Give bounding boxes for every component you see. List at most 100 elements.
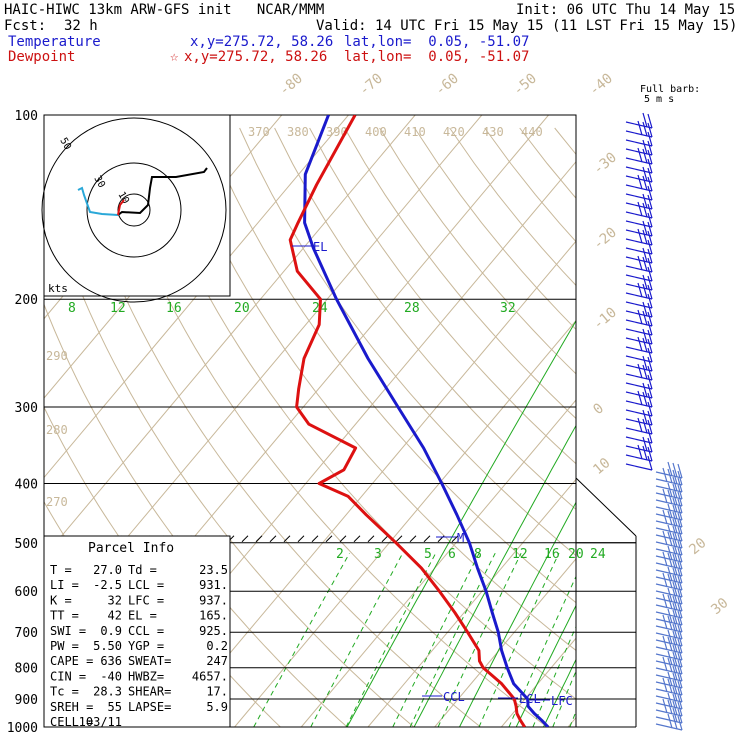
wind-barb-flag [667, 531, 673, 547]
isotherm-label: 0 [590, 400, 607, 418]
level-tick [297, 535, 305, 543]
dewpoint-xy: x,y=275.72, 58.26 [184, 49, 328, 65]
wind-barb-flag [647, 374, 653, 390]
parcel-info-cell: CCL = [128, 624, 164, 638]
wind-barb-flag [677, 659, 683, 675]
wind-barb-flag [642, 301, 648, 317]
wind-barb-flag [677, 519, 683, 535]
wind-barb-flag [642, 202, 648, 218]
mixing-ratio-line [345, 552, 437, 727]
wind-barb-flag [637, 255, 643, 271]
wind-barb-flag [642, 148, 648, 164]
wind-barb [625, 193, 653, 201]
annotation-el: EL [313, 240, 327, 254]
wind-barb-flag [647, 131, 653, 147]
wind-barb-flag [642, 229, 648, 245]
theta-label: 430 [482, 125, 504, 139]
wind-barb-flag [662, 509, 668, 525]
wind-barb-flag [672, 693, 678, 709]
wind-barb-flag [647, 176, 653, 192]
wind-barb-flag [642, 274, 648, 290]
wind-barb-flag [672, 637, 678, 653]
parcel-info-cell: T = [50, 563, 72, 577]
wind-barb-flag [637, 201, 643, 217]
parcel-info-cell: LI = [50, 578, 79, 592]
isotherm-line [434, 558, 576, 727]
wind-barb-flag [647, 275, 653, 291]
wind-barb-flag [642, 328, 648, 344]
hodograph-low [117, 199, 125, 216]
wind-barb-flag [647, 311, 653, 327]
wind-barb-flag [677, 554, 683, 570]
wind-barb-flag [677, 708, 683, 724]
wind-barb-flag [647, 203, 653, 219]
pressure-label: 400 [15, 477, 38, 492]
wind-barb [625, 382, 653, 390]
wind-barb-flag [662, 614, 668, 630]
wind-barb-flag [662, 551, 668, 567]
wind-barb-flag [667, 671, 673, 687]
dewpoint-latlon: lat,lon= 0.05, -51.07 [344, 49, 530, 65]
wind-barb-flag [672, 609, 678, 625]
mixing-ratio-label: 16 [166, 301, 182, 316]
wind-barb [655, 688, 683, 696]
annotation-lfc: LFC [551, 694, 573, 708]
wind-barb [655, 485, 683, 493]
wind-barb [625, 355, 653, 363]
wind-barb-flag [667, 468, 673, 484]
parcel-info-cell: HWBZ= [128, 669, 164, 683]
wind-barb-flag [672, 574, 678, 590]
wind-barb-flag [677, 526, 683, 542]
wind-barb-flag [672, 714, 678, 730]
wind-barb-flag [647, 446, 653, 462]
wind-barb-flag [672, 539, 678, 555]
wind-barb-flag [647, 239, 653, 255]
mixing-ratio-label: 3 [374, 547, 382, 562]
wind-barb [625, 220, 653, 228]
wind-barb [655, 506, 683, 514]
wind-barb [655, 590, 683, 598]
parcel-info-cell: 28.3 [93, 685, 122, 699]
wind-barb-flag [672, 511, 678, 527]
level-tick [311, 535, 319, 543]
wind-barb-flag [672, 700, 678, 716]
isotherm-label: 30 [708, 595, 731, 618]
wind-barb [655, 632, 683, 640]
wind-barb-flag [667, 587, 673, 603]
dry-adiabat-line [44, 183, 415, 727]
valid-time: Valid: 14 UTC Fri 15 May 15 (11 LST Fri … [316, 18, 738, 34]
plot-frame [43, 114, 577, 728]
wind-barb-flag [637, 363, 643, 379]
wind-barb-flag [677, 617, 683, 633]
isotherm-label: -80 [276, 71, 306, 100]
dry-adiabat-line [554, 127, 576, 156]
wind-barb-flag [667, 650, 673, 666]
wind-barb-flag [677, 673, 683, 689]
mixing-ratio-label: 12 [110, 301, 126, 316]
wind-barb [625, 265, 653, 273]
hodograph-upper [77, 186, 119, 216]
wind-barb [655, 625, 683, 633]
mixing-ratio-label: 12 [512, 547, 528, 562]
wind-barb [655, 534, 683, 542]
wind-barb [655, 583, 683, 591]
isotherm-line [300, 399, 576, 727]
parcel-info-cell: 0.2 [206, 639, 228, 653]
pressure-label: 200 [15, 293, 38, 308]
wind-barb-flag [647, 248, 653, 264]
dewpoint-marker-icon: ☆ [170, 49, 179, 65]
parcel-info-cell: 931. [199, 578, 228, 592]
wind-barb-flag [677, 512, 683, 528]
wind-barb-flag [637, 417, 643, 433]
isotherm-line [567, 716, 576, 727]
parcel-info-cell: 5.50 [93, 639, 122, 653]
wind-barb-flag [647, 113, 653, 129]
parcel-info-cell: 937. [199, 593, 228, 607]
wind-barb-flag [677, 694, 683, 710]
wind-barb-flag [672, 644, 678, 660]
wind-barb-flag [672, 567, 678, 583]
wind-barb-flag [672, 651, 678, 667]
wind-barb-flag [642, 409, 648, 425]
wind-barb-flag [637, 336, 643, 352]
hodograph-trace [117, 167, 208, 216]
